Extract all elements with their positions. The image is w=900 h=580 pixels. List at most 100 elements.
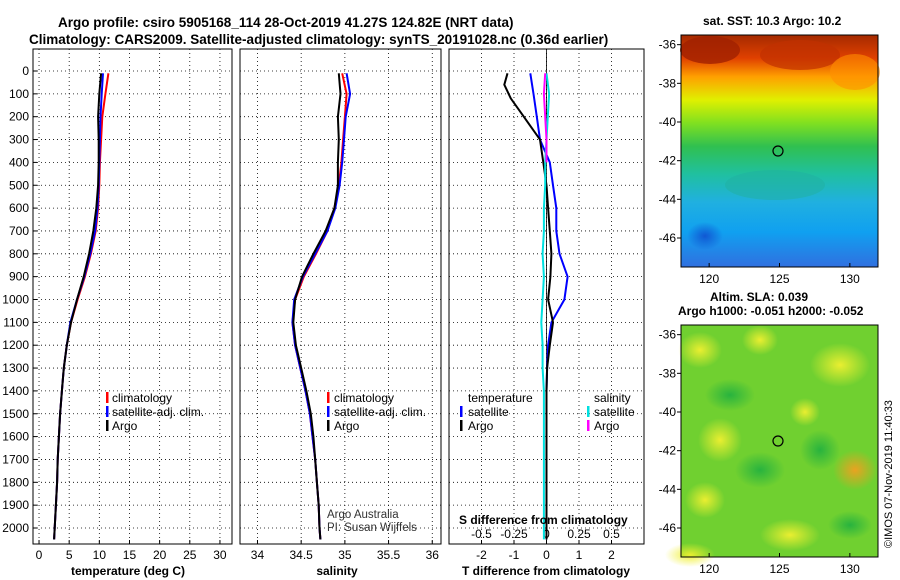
x-tick-label: -1 — [509, 548, 520, 562]
y-tick-label: 1500 — [2, 407, 29, 421]
map-x-tick-label: 125 — [769, 562, 789, 576]
sla-map — [665, 325, 878, 567]
y-tick-label: 900 — [9, 270, 29, 284]
map-y-tick-label: -36 — [659, 38, 677, 52]
map-y-tick-label: -42 — [659, 154, 677, 168]
sla-high-patch — [790, 398, 820, 426]
salinity-panel: 34 34.5 35 35.5 36 salinity — [239, 48, 442, 578]
sst-cool-patch — [687, 222, 723, 250]
imos-timestamp: ©IMOS 07-Nov-2019 11:40:33 — [883, 400, 895, 548]
temperature-panel: 0 5 10 15 20 25 30 temperature (deg C) — [32, 48, 233, 578]
credit-line-1: Argo Australia — [327, 509, 399, 521]
legend-swatch-sal-satellite — [587, 406, 590, 417]
map-y-tick-label: -42 — [659, 444, 677, 458]
title-line-1: Argo profile: csiro 5905168_114 28-Oct-2… — [58, 15, 513, 30]
x-tick-label: 30 — [213, 548, 227, 562]
map-y-tick-label: -46 — [659, 521, 677, 535]
x-tick-label: 34 — [251, 548, 265, 562]
series-line-satellite-adj-clim- — [53, 73, 104, 540]
legend-title-salinity: salinity — [594, 391, 631, 405]
sst-map-axes: 120 125 130 -36 -38 -40 -42 -44 -46 — [659, 34, 879, 286]
x-tick-label: 0 — [543, 548, 550, 562]
x-tick-label: 35.5 — [377, 548, 401, 562]
y-tick-label: 1100 — [3, 315, 29, 329]
title-line-2: Climatology: CARS2009. Satellite-adjuste… — [29, 32, 608, 47]
sst-warm-patch — [830, 54, 880, 90]
x-tick-label: 2 — [608, 548, 615, 562]
legend-label-climatology: climatology — [112, 391, 172, 405]
legend-swatch-argo — [327, 420, 330, 431]
y-tick-label: 1700 — [2, 452, 29, 466]
sla-high-patch — [678, 332, 722, 368]
sla-high-patch — [810, 343, 870, 387]
depth-axis: 0 100 200 300 400 500 600 700 800 900 1000 1100 1200… — [2, 64, 37, 535]
plot-frame — [32, 48, 233, 545]
legend-label-sal-satellite: satellite — [594, 405, 635, 419]
top-axis-label: S difference from climatology — [459, 513, 628, 527]
x-axis-label: temperature (deg C) — [71, 564, 185, 578]
y-tick-label: 200 — [9, 110, 29, 124]
series-line-salinity-argo — [542, 73, 548, 163]
y-tick-label: 700 — [9, 224, 29, 238]
x-tick-label: 10 — [93, 548, 107, 562]
legend-swatch-temp-argo — [460, 420, 463, 431]
x-tick-label: 5 — [66, 548, 73, 562]
x-tick-label: 36 — [426, 548, 440, 562]
series-line-temperature-argo — [503, 73, 555, 540]
x-tick-label: 15 — [123, 548, 137, 562]
legend-label-satellite: satellite-adj. clim. — [334, 405, 426, 419]
x-tick-label: 35 — [338, 548, 352, 562]
sla-high-patch — [760, 519, 820, 551]
sst-map — [680, 35, 880, 267]
sla-low-patch — [705, 379, 755, 411]
top-tick-label: -0.25 — [500, 527, 528, 541]
credit-line-2: PI: Susan Wijffels — [327, 522, 417, 534]
top-tick-label: -0.5 — [471, 527, 492, 541]
plot-frame — [239, 48, 442, 545]
y-tick-label: 300 — [9, 133, 29, 147]
y-tick-label: 1400 — [2, 384, 29, 398]
x-tick-label: -2 — [476, 548, 487, 562]
legend-label-satellite: satellite-adj. clim. — [112, 405, 204, 419]
sla-high-patch — [685, 482, 725, 518]
sla-high-patch — [742, 325, 778, 355]
sla-high-patch — [833, 450, 877, 490]
map-y-tick-label: -38 — [659, 366, 677, 380]
sst-cool-patch — [725, 170, 825, 200]
x-axis-label: salinity — [316, 564, 358, 578]
sst-warm-patch — [760, 40, 840, 70]
difference-legend: temperature satellite Argo salinity sate… — [459, 391, 635, 527]
legend-swatch-sal-argo — [587, 420, 590, 431]
salinity-legend: climatology satellite-adj. clim. Argo Ar… — [327, 391, 426, 534]
legend-label-argo: Argo — [334, 419, 360, 433]
map-y-tick-label: -44 — [659, 192, 677, 206]
y-tick-label: 800 — [9, 247, 29, 261]
legend-swatch-argo — [106, 420, 109, 431]
top-tick-label: 0.25 — [567, 527, 591, 541]
sla-map-subtitle: Argo h1000: -0.051 h2000: -0.052 — [678, 304, 864, 318]
argo-location-marker — [772, 435, 784, 447]
legend-swatch-satellite — [106, 406, 109, 417]
sla-map-title: Altim. SLA: 0.039 — [710, 290, 808, 304]
y-tick-label: 1900 — [2, 498, 29, 512]
y-tick-label: 2000 — [2, 521, 29, 535]
map-y-tick-label: -36 — [659, 328, 677, 342]
legend-label-climatology: climatology — [334, 391, 394, 405]
sst-map-title: sat. SST: 10.3 Argo: 10.2 — [703, 14, 842, 28]
sla-map-axes: 120 125 130 -36 -38 -40 -42 -44 -46 — [659, 324, 879, 576]
y-tick-label: 1800 — [2, 475, 29, 489]
x-tick-label: 34.5 — [289, 548, 313, 562]
y-tick-label: 1300 — [2, 361, 29, 375]
legend-label-temp-satellite: satellite — [468, 405, 509, 419]
legend-swatch-satellite — [327, 406, 330, 417]
y-tick-label: 100 — [9, 87, 29, 101]
y-tick-label: 400 — [9, 155, 29, 169]
legend-swatch-temp-satellite — [460, 406, 463, 417]
y-tick-label: 1200 — [2, 338, 29, 352]
map-y-tick-label: -46 — [659, 231, 677, 245]
map-y-tick-label: -38 — [659, 76, 677, 90]
y-tick-label: 1600 — [2, 430, 29, 444]
series-line-argo — [53, 73, 103, 540]
legend-swatch-climatology — [106, 392, 109, 403]
sla-low-patch — [800, 430, 840, 470]
